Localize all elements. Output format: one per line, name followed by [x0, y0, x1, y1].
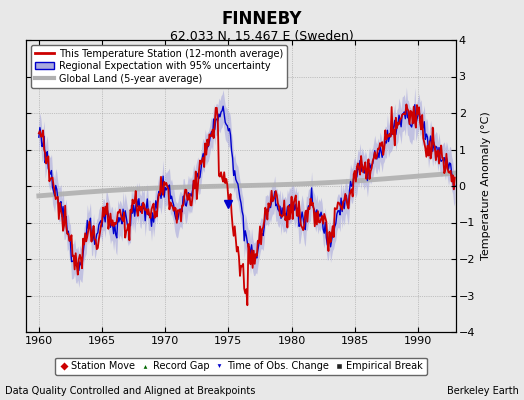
Legend: Station Move, Record Gap, Time of Obs. Change, Empirical Break: Station Move, Record Gap, Time of Obs. C… — [55, 358, 427, 375]
Text: Berkeley Earth: Berkeley Earth — [447, 386, 519, 396]
Y-axis label: Temperature Anomaly (°C): Temperature Anomaly (°C) — [481, 112, 490, 260]
Text: 62.033 N, 15.467 E (Sweden): 62.033 N, 15.467 E (Sweden) — [170, 30, 354, 43]
Text: Data Quality Controlled and Aligned at Breakpoints: Data Quality Controlled and Aligned at B… — [5, 386, 256, 396]
Text: FINNEBY: FINNEBY — [222, 10, 302, 28]
